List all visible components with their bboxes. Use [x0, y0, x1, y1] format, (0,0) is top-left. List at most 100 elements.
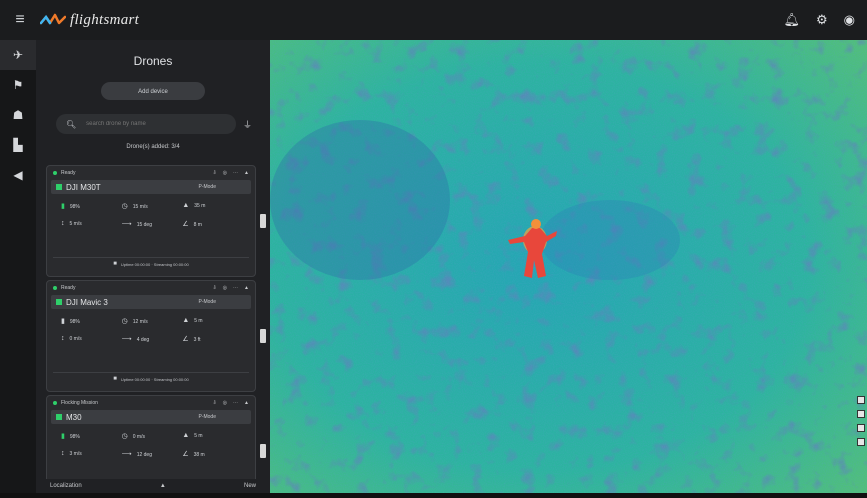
flight-mode: P-Mode: [198, 184, 216, 190]
menu-icon[interactable]: ≡: [15, 11, 25, 28]
battery-icon: ▮: [61, 433, 65, 440]
speed-icon: ◷: [121, 433, 128, 440]
status-label: Ready: [61, 285, 76, 291]
link-icon[interactable]: ⇩: [212, 400, 217, 406]
localization-link[interactable]: Localization: [50, 483, 82, 489]
vertical-speed-stat: ↕ 3 m/s: [61, 450, 82, 457]
rail-missions[interactable]: ⚑: [0, 70, 36, 100]
vertical-speed-stat: ↕ 5 m/s: [61, 220, 82, 227]
drone-indicator: [56, 184, 62, 190]
drone-icon: ✈︎: [12, 48, 24, 62]
distance-icon: ∠: [182, 451, 189, 458]
search-input[interactable]: [84, 120, 209, 128]
lock-icon: ■: [113, 376, 117, 382]
altitude-icon: ▲: [182, 202, 190, 209]
status-label: Ready: [61, 170, 76, 176]
drone-name: M30: [66, 412, 82, 422]
new-link[interactable]: New: [243, 483, 256, 489]
thermal-image: [270, 40, 867, 493]
card-footer: Uptime 00:00:00 · Streaming 00:00:00: [120, 376, 189, 382]
thermal-map[interactable]: [270, 40, 867, 493]
vertical-speed-icon: ↕: [61, 450, 65, 457]
megaphone-icon: ◀: [13, 168, 23, 182]
drone-name: DJI Mavic 3: [66, 297, 108, 307]
chevron-up-icon[interactable]: ▲: [159, 483, 166, 489]
distance-icon: ∠: [182, 221, 189, 228]
locate-button[interactable]: [857, 438, 865, 446]
battery-icon: ▮: [61, 203, 65, 210]
lock-icon: ■: [113, 261, 117, 267]
signal-icon: ▲: [244, 285, 249, 291]
logo-icon: [40, 13, 66, 25]
zoom-out-button[interactable]: [857, 410, 865, 418]
drone-card[interactable]: Ready ⇩ ◎ ⋯ ▲ DJI Mavic 3 P-Mode ▮ 98% ◷ 12 m/…: [46, 280, 266, 392]
battery-stat: ▮ 98%: [61, 203, 80, 210]
top-bar: ≡ flightsmart 🔔︎ ⚙︎ ◉: [0, 0, 867, 40]
altitude-icon: ▲: [182, 432, 190, 439]
add-device-button[interactable]: Add device: [101, 82, 205, 100]
distance-icon: ∠: [182, 336, 189, 343]
speed-icon: ◷: [121, 318, 128, 325]
more-icon[interactable]: ⋯: [233, 170, 239, 176]
expand-handle[interactable]: [260, 444, 266, 458]
rail-alerts[interactable]: ◀: [0, 160, 36, 190]
vertical-speed-icon: ↕: [61, 220, 65, 227]
camera-icon[interactable]: ◎: [222, 400, 228, 406]
altitude-stat: ▲ 5 m: [182, 432, 203, 439]
link-icon[interactable]: ⇩: [212, 285, 217, 291]
signal-icon: ▲: [244, 400, 249, 406]
vertical-speed-icon: ↕: [61, 335, 65, 342]
drones-panel: Drones Add device 🔍︎ ⏚ Drone(s) added: 3…: [36, 40, 270, 493]
camera-icon[interactable]: ◎: [222, 170, 228, 176]
drone-indicator: [56, 299, 62, 305]
rail-organizations[interactable]: ▙: [0, 130, 36, 160]
expand-handle[interactable]: [260, 329, 266, 343]
speed-icon: ◷: [121, 203, 128, 210]
altitude-stat: ▲ 5 m: [182, 317, 203, 324]
signal-icon: ▲: [244, 170, 249, 176]
status-dot: [53, 171, 57, 175]
status-label: Flocking Mission: [61, 400, 98, 406]
panel-footer: Localization ▲ New: [36, 479, 270, 493]
rail-users[interactable]: ☗: [0, 100, 36, 130]
more-icon[interactable]: ⋯: [233, 285, 239, 291]
user-icon[interactable]: ◉: [843, 12, 855, 27]
camera-icon[interactable]: ◎: [222, 285, 228, 291]
bell-icon[interactable]: 🔔︎: [783, 12, 800, 27]
status-dot: [53, 401, 57, 405]
vertical-speed-stat: ↕ 0 m/s: [61, 335, 82, 342]
speed-stat: ◷ 12 m/s: [121, 318, 148, 325]
card-footer: Uptime 00:00:00 · Streaming 00:00:00: [120, 261, 189, 267]
search-icon: 🔍︎: [66, 119, 77, 129]
rail-drones[interactable]: ✈︎: [0, 40, 36, 70]
distance-stat: ∠ 3 ft: [182, 336, 201, 343]
brand-name: flightsmart: [70, 11, 140, 28]
drone-card[interactable]: Ready ⇩ ◎ ⋯ ▲ DJI M30T P-Mode ▮ 98% ◷ 15 m/s ▲…: [46, 165, 266, 277]
flight-mode: P-Mode: [198, 299, 216, 305]
heading-icon: ⟶: [121, 221, 132, 228]
heading-stat: ⟶ 15 deg: [121, 221, 152, 228]
heading-stat: ⟶ 12 deg: [121, 451, 152, 458]
settings-icon[interactable]: ⚙︎: [816, 12, 828, 27]
user-icon: ☗: [12, 108, 24, 122]
filter-icon[interactable]: ⏚: [242, 119, 252, 130]
zoom-in-button[interactable]: [857, 396, 865, 404]
speed-stat: ◷ 0 m/s: [121, 433, 145, 440]
layer-button[interactable]: [857, 424, 865, 432]
heading-stat: ⟶ 4 deg: [121, 336, 150, 343]
battery-icon: ▮: [61, 318, 65, 325]
drone-count: Drone(s) added: 3/4: [126, 144, 180, 150]
more-icon[interactable]: ⋯: [233, 400, 239, 406]
brand: flightsmart: [40, 12, 139, 29]
left-rail: ✈︎ ⚑ ☗ ▙ ◀: [0, 40, 36, 493]
distance-stat: ∠ 38 m: [182, 451, 205, 458]
drone-indicator: [56, 414, 62, 420]
drone-card[interactable]: Flocking Mission ⇩ ◎ ⋯ ▲ M30 P-Mode ▮ 98% ◷ 0 …: [46, 395, 266, 493]
drone-name: DJI M30T: [66, 182, 101, 192]
link-icon[interactable]: ⇩: [212, 170, 217, 176]
battery-stat: ▮ 98%: [61, 318, 80, 325]
search-box[interactable]: 🔍︎: [56, 114, 236, 134]
expand-handle[interactable]: [260, 214, 266, 228]
battery-stat: ▮ 98%: [61, 433, 80, 440]
panel-title: Drones: [133, 54, 173, 68]
